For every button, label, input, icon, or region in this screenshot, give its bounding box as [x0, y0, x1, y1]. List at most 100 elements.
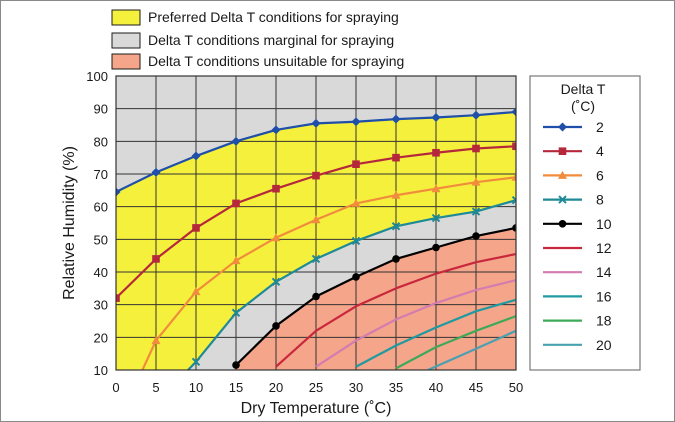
data-point-8	[271, 277, 281, 287]
series-line-14	[315, 279, 516, 368]
y-tick-label: 100	[86, 69, 108, 84]
data-point-8	[431, 213, 441, 223]
legend-label-6: 6	[596, 167, 604, 183]
data-point-6	[231, 256, 241, 265]
data-point-10	[472, 232, 480, 240]
data-point-4	[192, 224, 200, 232]
x-tick-label: 5	[152, 380, 159, 395]
legend-item-8: 8	[543, 192, 604, 208]
data-point-2	[391, 114, 401, 124]
x-tick-label: 30	[349, 380, 363, 395]
data-point-4	[116, 294, 120, 302]
series-deltat-18	[395, 315, 516, 370]
zone-swatch-unsuitable	[111, 53, 141, 70]
data-point-10	[392, 255, 400, 263]
data-point-10	[512, 224, 516, 232]
legend-label-14: 14	[596, 264, 612, 280]
zone-swatch-marginal	[111, 32, 141, 49]
legend-marker-2	[558, 122, 567, 132]
data-point-2	[471, 110, 481, 120]
data-point-4	[472, 144, 480, 153]
data-point-8	[191, 357, 201, 367]
series-deltat-8	[187, 195, 516, 370]
data-point-6	[471, 177, 481, 186]
data-point-4	[432, 148, 440, 157]
y-tick-label: 90	[94, 102, 108, 117]
data-point-4	[392, 153, 400, 162]
x-tick-label: 25	[309, 380, 323, 395]
series-deltat-4	[116, 142, 516, 302]
legend-item-4: 4	[543, 143, 604, 159]
legend-item-14: 14	[543, 264, 612, 280]
zone-swatch-preferred	[111, 9, 141, 26]
zone-legend: Preferred Delta T conditions for sprayin…	[111, 9, 404, 70]
data-point-2	[231, 136, 241, 146]
data-point-2	[311, 118, 321, 128]
legend-title-line2: (˚C)	[571, 98, 595, 114]
zone-label-preferred: Preferred Delta T conditions for sprayin…	[148, 9, 399, 25]
data-point-6	[271, 233, 281, 242]
series-deltat-6	[141, 172, 516, 370]
series-line-12	[275, 252, 516, 368]
legend-label-8: 8	[596, 192, 604, 208]
legend-label-16: 16	[596, 288, 612, 304]
data-point-2	[116, 187, 121, 197]
legend-items: 2 4 6 8 10 12 14 16 18 20	[543, 119, 612, 353]
series-deltat-12	[275, 252, 516, 368]
series-line-10	[235, 226, 516, 366]
data-point-6	[431, 184, 441, 193]
y-axis-label: Relative Humidity (%)	[61, 146, 78, 300]
legend-label-12: 12	[596, 240, 612, 256]
legend-label-10: 10	[596, 216, 612, 232]
series-line-8	[187, 199, 516, 370]
series-layer	[116, 107, 516, 370]
data-point-10	[352, 273, 360, 281]
data-point-10	[232, 361, 240, 369]
data-point-8	[231, 308, 241, 318]
data-point-8	[511, 195, 516, 205]
x-tick-label: 45	[469, 380, 483, 395]
data-point-2	[511, 107, 516, 117]
legend-item-6: 6	[543, 167, 604, 183]
data-point-6	[511, 172, 516, 181]
data-point-2	[191, 151, 201, 161]
zone-label-marginal: Delta T conditions marginal for spraying	[148, 32, 394, 48]
series-line-16	[355, 298, 516, 368]
unsuitable-zone	[236, 227, 516, 370]
y-tick-label: 60	[94, 200, 108, 215]
x-axis-ticks: 0 5 10 15 20 25 30 35 40 45 50	[112, 380, 523, 395]
x-tick-label: 20	[269, 380, 283, 395]
legend-label-18: 18	[596, 313, 612, 329]
series-line-18	[395, 315, 516, 370]
data-point-10	[432, 243, 440, 252]
y-tick-label: 80	[94, 134, 108, 149]
data-point-10	[312, 292, 320, 301]
legend-item-12: 12	[543, 240, 612, 256]
data-point-4	[312, 171, 320, 180]
data-point-4	[512, 142, 516, 151]
x-tick-label: 10	[189, 380, 203, 395]
series-deltat-2	[116, 107, 516, 197]
data-point-2	[271, 125, 281, 135]
series-deltat-14	[315, 279, 516, 368]
legend-label-2: 2	[596, 119, 604, 135]
legend-item-16: 16	[543, 288, 612, 304]
legend-label-20: 20	[596, 337, 612, 353]
legend-marker-10	[558, 220, 567, 228]
legend-marker-8	[558, 195, 567, 204]
zone-label-unsuitable: Delta T conditions unsuitable for sprayi…	[148, 53, 404, 69]
data-point-8	[311, 254, 321, 264]
series-legend: Delta T (˚C) 2 4 6 8 10 12 14 16 18 20	[529, 75, 641, 371]
legend-marker-6	[558, 170, 567, 179]
series-deltat-10	[232, 224, 516, 369]
data-point-6	[351, 198, 361, 207]
data-point-4	[352, 160, 360, 168]
y-tick-label: 40	[94, 265, 108, 280]
series-deltat-20	[427, 329, 516, 370]
plot-border	[115, 75, 517, 371]
data-point-4	[232, 199, 240, 208]
legend-item-10: 10	[543, 216, 612, 232]
y-tick-label: 10	[94, 363, 108, 378]
x-tick-label: 50	[509, 380, 523, 395]
